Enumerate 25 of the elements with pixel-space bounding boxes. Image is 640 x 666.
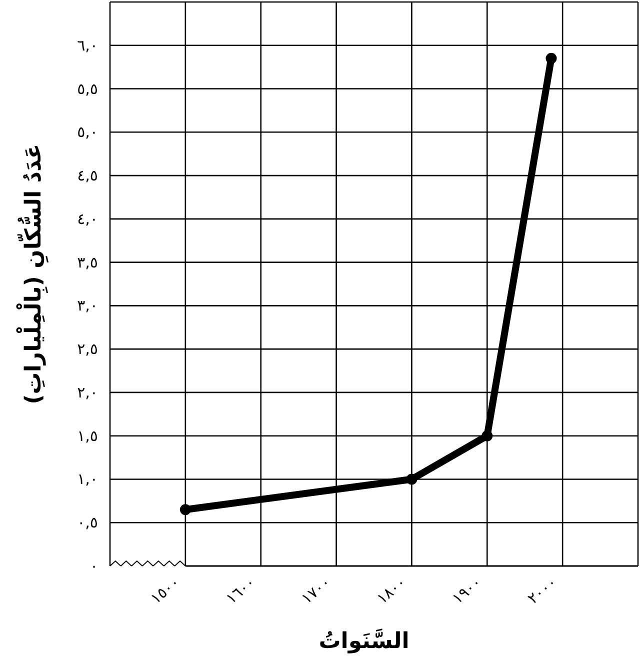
y-tick-label: ٥,٥ <box>77 80 98 98</box>
x-tick-label: ١٦٠٠ <box>222 573 259 608</box>
y-tick-label: ١,٠ <box>77 470 98 488</box>
y-tick-label: ٠ <box>90 557 98 575</box>
point <box>482 430 493 442</box>
x-tick-label: ١٩٠٠ <box>448 573 485 608</box>
x-tick-label: ١٧٠٠ <box>298 573 334 608</box>
y-tick-label: ٥,٠ <box>77 123 98 142</box>
y-tick-label: ٠,٥ <box>77 514 98 532</box>
x-tick-label: ٢٠٠٠ <box>524 573 560 608</box>
x-tick-label: ١٨٠٠ <box>373 573 410 608</box>
x-tick-label: ١٥٠٠ <box>146 573 184 608</box>
point <box>406 474 418 485</box>
y-tick-label: ٤,٠ <box>77 210 98 228</box>
y-tick-label: ٣,٠ <box>77 296 98 315</box>
y-tick-label: ٤,٥ <box>77 166 98 185</box>
point <box>546 52 557 64</box>
y-tick-label: ٢,٥ <box>77 340 98 358</box>
y-tick-label: ٦,٠ <box>77 36 98 54</box>
point <box>180 504 191 516</box>
y-tick-label: ١,٥ <box>77 426 98 445</box>
y-axis-title: عَدَدُ السُّكّانِ (بِالْمِلْياراتِ) <box>16 144 50 404</box>
y-tick-label: ٣,٥ <box>77 253 98 272</box>
x-axis-title: السَّنَواتُ <box>318 628 410 654</box>
y-tick-label: ٢,٠ <box>77 383 98 402</box>
